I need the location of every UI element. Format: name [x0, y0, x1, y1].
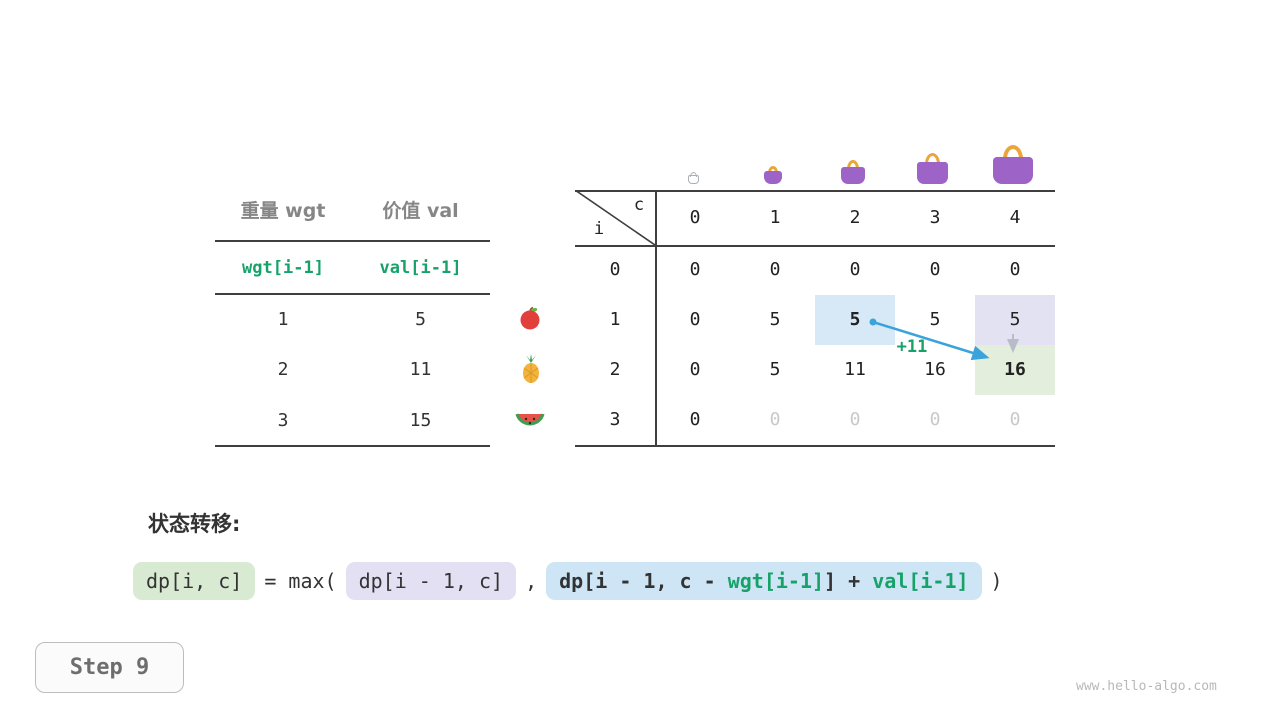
- item-wgt: 2: [277, 359, 289, 380]
- dp-cell: 0: [689, 259, 701, 280]
- add-value-annotation: +11: [896, 337, 928, 357]
- dp-cell: 11: [844, 359, 866, 380]
- transition-formula: dp[i, c] = max( dp[i - 1, c] , dp[i - 1,…: [133, 558, 1003, 604]
- corner-row-var: i: [593, 219, 605, 239]
- dp-table-rule-header: [575, 245, 1055, 247]
- formula-option-take: dp[i - 1, c - wgt[i-1]] + val[i-1]: [546, 562, 982, 600]
- item-val: 15: [409, 410, 432, 431]
- formula-take-prefix: dp[i - 1, c -: [559, 569, 728, 593]
- dp-table-rule-bottom: [575, 445, 1055, 447]
- formula-close-paren: ): [990, 569, 1003, 593]
- dp-cell: 0: [689, 309, 701, 330]
- item-val: 5: [415, 309, 426, 330]
- dp-table-rule-top: [575, 190, 1055, 192]
- items-table-rule-top: [215, 240, 490, 242]
- items-col-header-val: 价值 val: [382, 200, 459, 222]
- bag-icon-capacity-0: [688, 172, 699, 184]
- items-subheader-val: val[i-1]: [379, 258, 462, 278]
- dp-cell: 16: [924, 359, 946, 380]
- dp-col-header: 4: [1009, 207, 1021, 228]
- dp-cell: 0: [689, 409, 701, 430]
- formula-take-val: val[i-1]: [872, 569, 969, 593]
- dp-row-header: 2: [609, 359, 621, 380]
- dp-cell: 0: [849, 409, 861, 430]
- items-table: 重量 wgt 价值 val wgt[i-1] val[i-1] 1 5 2 11…: [215, 190, 490, 447]
- items-table-rule-mid: [215, 293, 490, 295]
- items-col-header-wgt: 重量 wgt: [240, 200, 326, 222]
- dp-col-header: 2: [849, 207, 861, 228]
- dp-cell: 5: [769, 309, 781, 330]
- dp-cell-current: 16: [1004, 359, 1026, 380]
- watermark: www.hello-algo.com: [1076, 679, 1217, 694]
- formula-take-wgt: wgt[i-1]: [727, 569, 825, 593]
- dp-cell: 0: [769, 259, 781, 280]
- dp-cell: 0: [1009, 259, 1021, 280]
- dp-cell: 0: [769, 409, 781, 430]
- dp-cell: 5: [769, 359, 781, 380]
- dp-col-header: 1: [769, 207, 781, 228]
- item-val: 11: [409, 359, 432, 380]
- bag-icon-capacity-4: [993, 145, 1033, 184]
- formula-option-skip: dp[i - 1, c]: [345, 562, 517, 600]
- dp-cell: 0: [1009, 409, 1021, 430]
- dp-cell-source: 5: [849, 309, 861, 330]
- dp-cell: 0: [849, 259, 861, 280]
- apple-icon: [517, 305, 543, 335]
- bag-icon-capacity-2: [841, 160, 865, 184]
- corner-col-var: c: [633, 195, 645, 215]
- formula-comma: ,: [525, 569, 538, 593]
- dp-cell-highlight-above: [975, 295, 1055, 345]
- watermelon-icon: [515, 409, 545, 439]
- item-wgt: 3: [277, 410, 289, 431]
- items-table-rule-bottom: [215, 445, 490, 447]
- dp-cell: 0: [689, 359, 701, 380]
- dp-cell: 5: [929, 309, 941, 330]
- dp-row-header: 1: [609, 309, 621, 330]
- dp-table-rule-vertical: [655, 190, 657, 446]
- dp-col-header: 0: [689, 207, 701, 228]
- formula-lhs: dp[i, c]: [133, 562, 256, 600]
- dp-col-header: 3: [929, 207, 941, 228]
- formula-take-mid: ] +: [824, 569, 873, 593]
- dp-cell: 0: [929, 409, 941, 430]
- items-subheader-wgt: wgt[i-1]: [242, 258, 324, 278]
- dp-row-header: 0: [609, 259, 621, 280]
- dp-table: c i 0 1 2 3 4 0 1 2 3 0 0 0 0 0 0 5 5 5 …: [575, 190, 1055, 447]
- bag-icon-capacity-1: [764, 166, 782, 184]
- formula-eq-max: = max(: [264, 569, 337, 593]
- bag-icon-capacity-3: [917, 153, 948, 184]
- dp-cell-above: 5: [1009, 309, 1021, 330]
- dp-row-header: 3: [609, 409, 621, 430]
- dp-cell: 0: [929, 259, 941, 280]
- transition-title: 状态转移:: [148, 512, 241, 536]
- corner-diagonal-line: [575, 190, 655, 245]
- item-wgt: 1: [277, 309, 289, 330]
- pineapple-icon: [519, 354, 543, 388]
- step-button[interactable]: Step 9: [35, 642, 184, 693]
